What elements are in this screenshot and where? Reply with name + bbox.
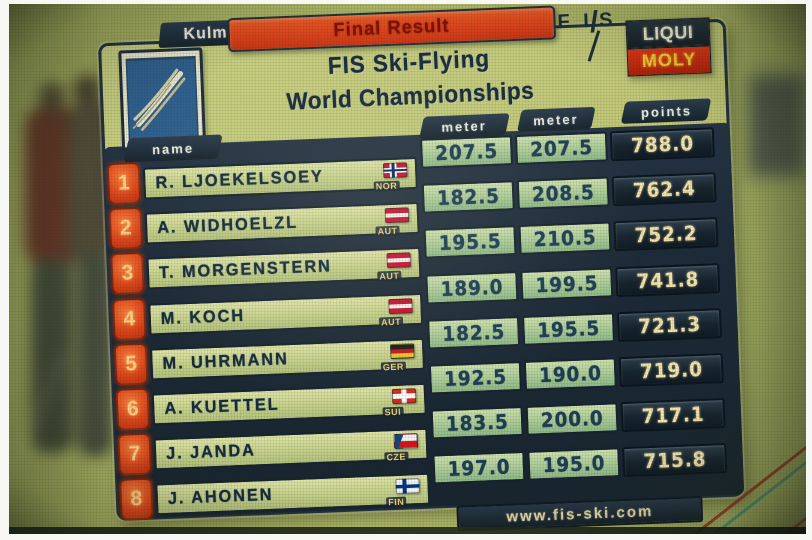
sponsor-moly-label: MOLY <box>626 45 712 77</box>
column-header-points: points <box>620 98 712 124</box>
points-cell: 762.4 <box>611 172 717 207</box>
meter-second-cell: 190.0 <box>523 357 617 391</box>
athlete-name: J. AHONEN <box>167 485 274 509</box>
meter-second-cell: 207.5 <box>514 131 609 166</box>
points-cell: 752.2 <box>613 217 719 252</box>
scoreboard: Kulm Final Result F I/S LIQUI MOLY FIS S <box>77 4 757 534</box>
meter-second-cell: 210.5 <box>518 221 612 256</box>
flag-rectangle <box>384 207 410 224</box>
meter-second-cell: 195.5 <box>521 312 616 346</box>
photo-artifact-line <box>757 480 806 534</box>
meter-first-cell: 195.5 <box>423 225 517 260</box>
meter-first-cell: 207.5 <box>419 135 514 169</box>
stadium-screen-photo: Kulm Final Result F I/S LIQUI MOLY FIS S <box>9 4 806 534</box>
sponsor-liqui-label: LIQUI <box>625 17 711 49</box>
meter-first-cell: 182.5 <box>427 315 521 350</box>
meter-first-cell: 182.5 <box>421 180 515 214</box>
photo-bottom-edge <box>9 527 806 534</box>
liqui-moly-logo: LIQUI MOLY <box>625 17 712 77</box>
meter-first-cell: 183.5 <box>430 406 524 440</box>
athlete-name-cell: J. AHONEN FIN <box>155 473 431 516</box>
spectator-head <box>39 82 65 112</box>
flag-rectangle <box>391 388 417 405</box>
column-header-name: name <box>123 134 223 163</box>
meter-second-cell: 208.5 <box>516 176 610 211</box>
points-cell: 715.8 <box>622 443 728 478</box>
results-rows: 1 R. LJOEKELSOEY NOR 207.5 207.5 788.0 2… <box>77 4 757 534</box>
column-header-meter-2: meter <box>517 106 596 132</box>
meter-first-cell: 197.0 <box>432 451 526 485</box>
fis-mark-right: S <box>598 8 617 32</box>
meter-first-cell: 192.5 <box>428 360 522 395</box>
points-cell: 717.1 <box>620 398 726 433</box>
points-cell: 741.8 <box>615 262 721 297</box>
column-header-meter-1: meter <box>419 113 510 139</box>
flag-rectangle <box>388 297 413 314</box>
meter-second-cell: 200.0 <box>525 402 619 437</box>
flag-rectangle <box>386 252 412 269</box>
footer-url: www.fis-ski.com <box>506 502 654 526</box>
points-cell: 721.3 <box>616 307 723 342</box>
flag-rectangle <box>389 342 415 359</box>
screen-shadow-object <box>749 74 806 176</box>
country-flag-icon: FIN <box>386 478 420 508</box>
fis-mark-left: F I <box>557 9 594 34</box>
points-cell: 788.0 <box>609 127 715 162</box>
rank-badge: 8 <box>119 477 154 522</box>
country-code: FIN <box>386 496 407 508</box>
flag-rectangle <box>393 433 419 450</box>
flag-rectangle <box>395 478 420 495</box>
meter-second-cell: 195.0 <box>527 447 621 482</box>
points-cell: 719.0 <box>618 353 724 388</box>
fis-logotype: F I/S <box>557 5 617 62</box>
meter-first-cell: 189.0 <box>425 270 519 305</box>
venue-label: Kulm <box>183 23 228 43</box>
banner-label: Final Result <box>333 15 451 42</box>
flag-rectangle <box>382 162 408 179</box>
meter-second-cell: 199.5 <box>520 266 614 301</box>
spectator-legs <box>31 258 73 453</box>
